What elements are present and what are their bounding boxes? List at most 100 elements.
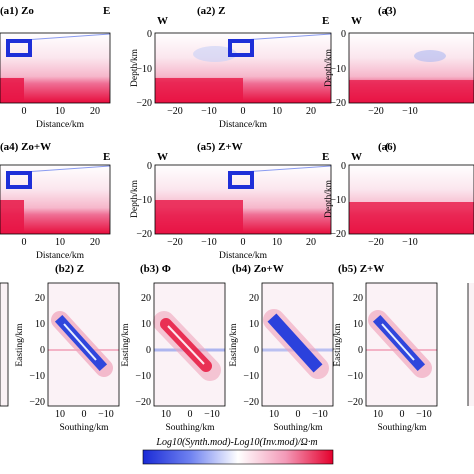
panel-a1: (a1) Zo E 0 10 20 Distance/km xyxy=(0,5,111,130)
anomaly-trace-a2 xyxy=(242,33,332,41)
ytick-b5-2: 0 xyxy=(358,345,363,356)
anomaly-block-a2 xyxy=(228,39,254,57)
panel-title-b3: (b3) Φ xyxy=(140,263,171,275)
anomaly-fill-a1 xyxy=(0,78,24,103)
plot-frame-b1 xyxy=(0,282,9,407)
panel-west-label-a3: W xyxy=(351,15,362,27)
ytick-b5-0: 20 xyxy=(353,293,363,304)
ytick-a3-2: −20 xyxy=(330,98,346,109)
panel-title-a4: (a4) Zo+W xyxy=(0,141,51,153)
anomaly-trace-a1 xyxy=(23,33,111,41)
xtick-b5-2: −10 xyxy=(416,409,432,420)
anomaly-trace-a5 xyxy=(242,165,332,173)
xlabel-b2: Southing/km xyxy=(59,423,109,433)
ylabel-b2: Easting/km xyxy=(15,323,25,367)
ytick-a2-2: −20 xyxy=(136,98,152,109)
anomaly-core-b3 xyxy=(167,325,205,365)
anomaly-block-a4 xyxy=(6,171,32,189)
xlabel-b3: Southing/km xyxy=(165,423,215,433)
ylabel-a2: Depth/km xyxy=(130,48,140,87)
colorbar-label: Log10(Synth.mod)-Log10(Inv.mod)/Ω·m xyxy=(155,437,317,448)
xtick-b2-2: −10 xyxy=(98,409,114,420)
ytick-b3-1: 10 xyxy=(141,319,151,330)
xtick-a6-0: −20 xyxy=(368,237,384,248)
anomaly-fill-a5 xyxy=(155,200,243,234)
ytick-b3-3: −10 xyxy=(135,371,151,382)
ytick-b4-2: 0 xyxy=(254,345,259,356)
xlabel-a4: Distance/km xyxy=(36,251,85,261)
panel-b6 xyxy=(467,283,474,406)
panel-a4: (a4) Zo+W E 0 10 20 Distance/km xyxy=(0,141,111,261)
panel-west-label-a6: W xyxy=(351,151,362,163)
plot-frame-b3 xyxy=(153,282,226,407)
ytick-b4-4: −20 xyxy=(243,397,259,408)
ytick-b2-1: 10 xyxy=(35,319,45,330)
xtick-a5-3: 10 xyxy=(272,237,282,248)
panel-title-b4: (b4) Zo+W xyxy=(232,263,284,275)
plot-frame-a2 xyxy=(154,32,332,104)
ylabel-a6: Depth/km xyxy=(324,179,334,218)
plot-frame-b4 xyxy=(261,282,334,407)
anomaly-body-b4 xyxy=(267,313,323,373)
panel-a2: (a2) Z W E 0 −10 −20 Depth/km −20 −10 0 … xyxy=(130,5,332,130)
ylabel-a3: Depth/km xyxy=(324,48,334,87)
panel-west-label-a2: W xyxy=(157,15,168,27)
xtick-a4-1: 10 xyxy=(55,237,65,248)
panel-east-label-a1: E xyxy=(103,5,110,17)
ylabel-a5: Depth/km xyxy=(130,179,140,218)
panel-title-a2: (a2) Z xyxy=(197,5,225,17)
xlabel-a2: Distance/km xyxy=(219,120,268,130)
ytick-b2-2: 0 xyxy=(40,345,45,356)
ytick-a3-0: 0 xyxy=(341,29,346,40)
xtick-b2-0: 10 xyxy=(55,409,65,420)
panel-title-b5: (b5) Z+W xyxy=(338,263,384,275)
colorbar: Log10(Synth.mod)-Log10(Inv.mod)/Ω·m xyxy=(142,437,334,465)
panel-west-label-a5: W xyxy=(157,151,168,163)
panel-a6: (a6) ( W 0 −10 −20 Depth/km −20 −10 xyxy=(324,141,474,248)
panel-b5: (b5) Z+W 20 10 0 −10 −20 Easting/km 10 0… xyxy=(333,263,438,433)
ytick-a6-0: 0 xyxy=(341,161,346,172)
anomaly-fill-a3 xyxy=(349,80,474,103)
panel-b1 xyxy=(0,282,9,407)
ytick-b3-2: 0 xyxy=(146,345,151,356)
xtick-b4-1: 0 xyxy=(296,409,301,420)
plot-frame-a6 xyxy=(348,164,474,235)
panel-title-b2: (b2) Z xyxy=(55,263,84,275)
xlabel-a1: Distance/km xyxy=(36,120,85,130)
xtick-a5-2: 0 xyxy=(241,237,246,248)
ylabel-b3: Easting/km xyxy=(121,323,131,367)
panel-title-a1: (a1) Zo xyxy=(0,5,34,17)
panel-title-a6-cutoff: ( xyxy=(385,141,389,153)
xtick-b4-2: −10 xyxy=(312,409,328,420)
xtick-a3-1: −10 xyxy=(402,106,418,117)
panel-title-a3: (a3) xyxy=(378,5,397,17)
panel-east-label-a5: E xyxy=(322,151,329,163)
xtick-a2-4: 20 xyxy=(306,106,316,117)
ytick-a5-2: −20 xyxy=(136,229,152,240)
ytick-a6-1: −10 xyxy=(330,195,346,206)
panel-a3: (a3) ( W 0 −10 −20 Depth/km −20 −10 xyxy=(324,5,474,117)
plot-frame-a4 xyxy=(0,164,111,235)
xlabel-b5: Southing/km xyxy=(377,423,427,433)
panel-title-a3-cutoff: ( xyxy=(385,5,389,17)
xtick-a2-1: −10 xyxy=(201,106,217,117)
plot-frame-b2 xyxy=(47,282,120,407)
xtick-a4-0: 0 xyxy=(22,237,27,248)
anomaly-halo-a3 xyxy=(414,50,446,62)
ytick-b5-1: 10 xyxy=(353,319,363,330)
xtick-a2-2: 0 xyxy=(241,106,246,117)
ytick-b3-0: 20 xyxy=(141,293,151,304)
plot-frame-b5 xyxy=(365,282,438,407)
anomaly-core-b2 xyxy=(63,323,97,361)
panel-a5: (a5) Z+W W E 0 −10 −20 Depth/km −20 −10 … xyxy=(130,141,332,261)
plot-frame-a1 xyxy=(0,32,111,104)
anomaly-fill-a2 xyxy=(155,78,243,103)
xtick-b3-2: −10 xyxy=(204,409,220,420)
plot-frame-a3 xyxy=(348,32,474,104)
xtick-a1-1: 10 xyxy=(55,106,65,117)
ytick-a3-1: −10 xyxy=(330,64,346,75)
ytick-b2-4: −20 xyxy=(29,397,45,408)
ytick-b3-4: −20 xyxy=(135,397,151,408)
ytick-b2-0: 20 xyxy=(35,293,45,304)
ytick-a6-2: −20 xyxy=(330,229,346,240)
